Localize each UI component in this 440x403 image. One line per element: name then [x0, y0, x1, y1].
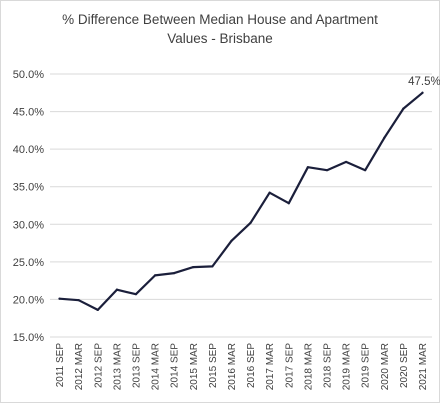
last-value-label: 47.5% — [408, 76, 440, 88]
x-tick-label: 2018 MAR — [303, 343, 314, 390]
x-tick-label: 2020 MAR — [380, 343, 391, 390]
data-point — [249, 221, 252, 224]
data-point — [364, 169, 367, 172]
chart-title-line-1: % Difference Between Median House and Ap… — [62, 12, 378, 27]
data-point — [287, 202, 290, 205]
x-tick-label: 2019 SEP — [361, 343, 372, 388]
x-tick-label: 2013 SEP — [131, 343, 142, 388]
data-labels: 47.5% — [408, 76, 440, 88]
y-tick-label: 50.0% — [13, 69, 44, 81]
x-tick-label: 2013 MAR — [112, 343, 123, 390]
data-point — [211, 265, 214, 268]
data-point — [421, 91, 424, 94]
chart-title: % Difference Between Median House and Ap… — [0, 10, 440, 48]
x-tick-label: 2016 SEP — [246, 343, 257, 388]
x-axis-ticks: 2011 SEP 2012 MAR 2012 SEP 2013 MAR 2013 SEP… — [55, 343, 429, 391]
x-tick-label: 2012 SEP — [93, 343, 104, 388]
y-axis-ticks: 15.0% 20.0% 25.0% 30.0% 35.0% 40.0% 45.0% 50.0% — [13, 69, 44, 344]
data-point — [115, 288, 118, 291]
data-point — [402, 107, 405, 110]
y-tick-label: 25.0% — [13, 257, 44, 269]
data-point — [344, 160, 348, 164]
x-tick-label: 2017 SEP — [284, 343, 295, 388]
data-point — [192, 266, 195, 269]
data-point — [230, 239, 233, 242]
x-tick-label: 2012 MAR — [74, 343, 85, 390]
gridlines — [50, 73, 432, 338]
series-line — [58, 91, 424, 311]
y-tick-label: 45.0% — [13, 107, 44, 119]
y-tick-label: 30.0% — [13, 219, 44, 231]
data-point — [58, 297, 61, 300]
y-tick-label: 20.0% — [13, 294, 44, 306]
series-group — [58, 91, 424, 312]
data-point — [173, 272, 176, 275]
data-point — [306, 166, 309, 169]
x-tick-label: 2011 SEP — [55, 343, 66, 388]
y-tick-label: 15.0% — [13, 332, 44, 344]
data-point — [96, 308, 99, 312]
y-tick-label: 35.0% — [13, 182, 44, 194]
chart-title-line-2: Values - Brisbane — [167, 31, 273, 46]
x-tick-label: 2021 MAR — [418, 343, 429, 390]
data-point — [77, 299, 80, 302]
x-tick-label: 2014 MAR — [151, 343, 162, 390]
data-point — [268, 191, 271, 194]
x-tick-label: 2019 MAR — [342, 343, 353, 390]
data-point — [383, 136, 386, 139]
x-tick-label: 2015 SEP — [208, 343, 219, 388]
x-tick-label: 2020 SEP — [399, 343, 410, 388]
data-point — [325, 169, 329, 172]
data-point — [134, 293, 138, 296]
x-tick-label: 2017 MAR — [265, 343, 276, 390]
data-point — [153, 274, 157, 277]
x-tick-label: 2016 MAR — [227, 343, 238, 390]
y-tick-label: 40.0% — [13, 144, 44, 156]
x-tick-label: 2018 SEP — [322, 343, 333, 388]
x-tick-label: 2015 MAR — [189, 343, 200, 390]
x-tick-label: 2014 SEP — [170, 343, 181, 388]
